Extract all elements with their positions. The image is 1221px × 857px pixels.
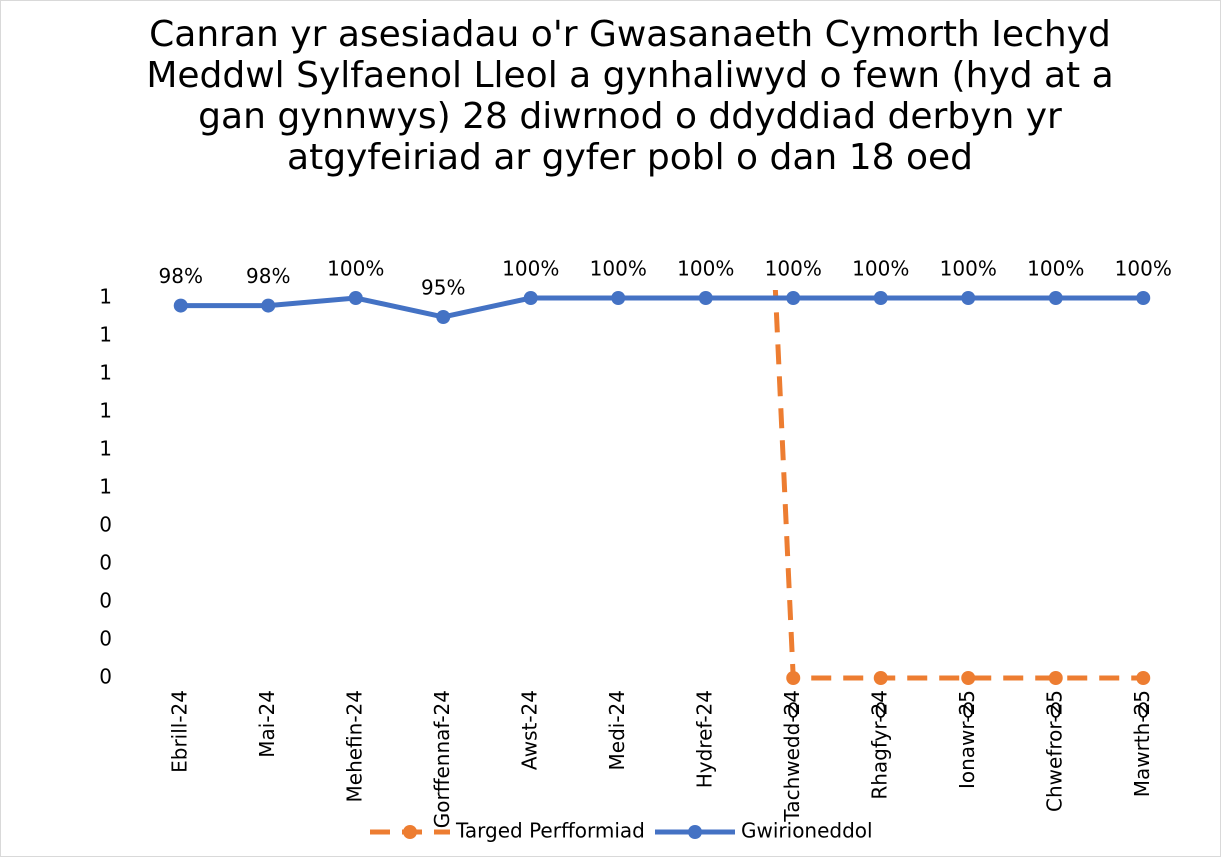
data-label: 100%: [677, 257, 734, 281]
series-marker: [961, 291, 976, 305]
y-tick-label: 1: [99, 399, 112, 423]
series-line: [180, 295, 1144, 320]
data-label: 0: [1137, 699, 1150, 723]
series-marker: [786, 671, 801, 685]
x-tick-label: Ebrill-24: [167, 690, 191, 773]
x-tick-label: Mehefin-24: [342, 690, 366, 802]
series: [772, 290, 1151, 685]
y-tick-label: 1: [99, 475, 112, 499]
data-label: 100%: [765, 257, 822, 281]
x-tick-label: Tachwedd-24: [780, 690, 804, 823]
data-label: 100%: [327, 257, 384, 281]
data-label: 0: [962, 699, 975, 723]
data-label: 100%: [1027, 257, 1084, 281]
y-tick-label: 1: [99, 437, 112, 461]
legend-marker: [403, 825, 417, 839]
y-tick-label: 1: [99, 361, 112, 385]
data-label: 0: [787, 699, 800, 723]
series-marker: [523, 291, 538, 305]
series-marker: [261, 298, 276, 313]
series-marker: [786, 291, 801, 305]
x-tick-label: Mawrth-25: [1130, 690, 1154, 797]
series-marker: [698, 291, 713, 305]
y-tick-label: 0: [99, 551, 112, 575]
data-label: 100%: [590, 257, 647, 281]
data-label: 100%: [940, 257, 997, 281]
data-label: 95%: [421, 276, 465, 300]
data-label: 100%: [852, 257, 909, 281]
series-marker: [873, 671, 888, 685]
x-tick-label: Hydref-24: [692, 690, 716, 788]
y-tick-label: 0: [99, 665, 112, 689]
chart-title: Canran yr asesiadau o'r Gwasanaeth Cymor…: [146, 14, 1114, 178]
data-label: 100%: [502, 257, 559, 281]
legend-marker: [688, 825, 702, 839]
series: [173, 291, 1151, 324]
title-box: Canran yr asesiadau o'r Gwasanaeth Cymor…: [146, 14, 1114, 178]
series-marker: [1048, 671, 1063, 685]
x-tick-label: Rhagfyr-24: [867, 690, 891, 800]
data-label: 0: [1049, 699, 1062, 723]
series-line: [772, 290, 1144, 681]
series-marker: [436, 310, 451, 324]
data-label: 98%: [159, 264, 203, 288]
series-marker: [173, 298, 188, 313]
legend-label: Gwirioneddol: [741, 819, 873, 843]
y-tick-label: 0: [99, 513, 112, 537]
legend-label: Targed Perfformiad: [455, 819, 645, 843]
series-marker: [1136, 671, 1151, 685]
y-tick-label: 0: [99, 589, 112, 613]
y-tick-label: 1: [99, 323, 112, 347]
series-marker: [348, 291, 363, 305]
series-marker: [1048, 291, 1063, 305]
series-marker: [611, 291, 626, 305]
y-tick-label: 1: [99, 285, 112, 309]
x-tick-label: Chwefror-25: [1042, 690, 1066, 812]
y-tick-label: 0: [99, 627, 112, 651]
x-tick-label: Gorffennaf-24: [430, 690, 454, 828]
series-marker: [961, 671, 976, 685]
x-tick-label: Mai-24: [255, 690, 279, 758]
x-tick-label: Awst-24: [517, 690, 541, 770]
x-tick-label: Ionawr-25: [955, 690, 979, 789]
data-label: 98%: [246, 264, 290, 288]
data-label: 0: [874, 699, 887, 723]
data-label: 100%: [1115, 257, 1172, 281]
series-marker: [1136, 291, 1151, 305]
x-tick-label: Medi-24: [605, 690, 629, 770]
series-marker: [873, 291, 888, 305]
